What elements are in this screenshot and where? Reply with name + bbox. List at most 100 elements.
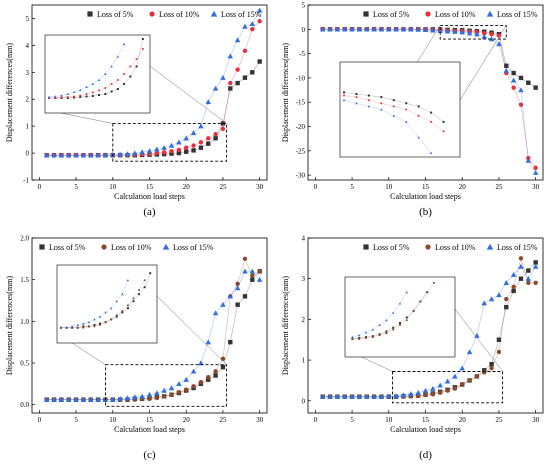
x-tick-label: 20 xyxy=(183,183,191,191)
inset-series-line xyxy=(352,292,428,340)
data-point xyxy=(422,387,429,393)
inset-data-point xyxy=(121,311,124,314)
data-point xyxy=(65,396,72,402)
y-tick-label: 0.0 xyxy=(20,401,29,409)
inset-series-line xyxy=(49,38,144,99)
inset-data-point xyxy=(104,321,107,324)
data-point xyxy=(154,146,160,152)
inset-data-point xyxy=(385,332,388,335)
data-point xyxy=(504,304,509,310)
inset-data-point xyxy=(351,335,354,339)
inset-data-point xyxy=(79,88,82,91)
data-point xyxy=(220,74,226,80)
inset-data-point xyxy=(98,315,102,318)
legend-marker xyxy=(149,11,155,17)
data-point xyxy=(58,396,65,402)
y-tick-label: -10 xyxy=(296,74,306,82)
inset-data-point xyxy=(116,88,119,90)
y-tick-label: 3 xyxy=(26,69,30,77)
inset-data-point xyxy=(367,94,370,97)
data-point xyxy=(518,263,524,269)
inset-data-point xyxy=(367,99,370,102)
data-point xyxy=(132,394,138,400)
legend-label: Loss of 10% xyxy=(435,10,476,19)
data-point xyxy=(466,349,473,355)
inset-data-point xyxy=(121,292,124,296)
legend-marker xyxy=(162,243,170,250)
inset-data-point xyxy=(87,325,90,328)
x-tick-label: 10 xyxy=(109,416,117,424)
data-point xyxy=(169,392,174,397)
data-point xyxy=(191,148,196,153)
data-point xyxy=(250,70,255,75)
legend-marker xyxy=(363,244,369,250)
inset-data-point xyxy=(99,322,102,325)
y-tick-label: -20 xyxy=(296,123,306,131)
data-point xyxy=(43,152,50,158)
data-point xyxy=(393,393,399,399)
y-tick-label: 3 xyxy=(302,275,306,283)
data-point xyxy=(139,393,145,399)
data-point xyxy=(503,280,510,285)
data-point xyxy=(257,269,262,274)
inset-data-point xyxy=(378,323,381,326)
x-tick-label: 15 xyxy=(146,183,154,191)
inset-data-point xyxy=(129,75,132,78)
data-point xyxy=(415,26,421,32)
inset-series-line xyxy=(343,99,432,154)
y-tick-label: -1 xyxy=(23,177,29,185)
data-point xyxy=(110,396,116,402)
inset-data-point xyxy=(93,325,96,328)
inset-data-point xyxy=(93,318,96,321)
zoom-region xyxy=(104,364,228,407)
data-point xyxy=(228,339,233,345)
data-point xyxy=(228,80,233,86)
inset-data-point xyxy=(70,325,74,328)
inset-data-point xyxy=(351,337,354,340)
data-point xyxy=(51,152,57,158)
zoom-connector xyxy=(361,356,393,372)
inset-data-point xyxy=(380,96,383,99)
data-point xyxy=(482,30,487,36)
data-point xyxy=(400,26,407,32)
inset-data-point xyxy=(85,95,88,98)
x-tick-label: 30 xyxy=(256,183,264,191)
y-tick-label: 1.0 xyxy=(20,318,29,326)
data-point xyxy=(184,387,189,392)
inset-data-point xyxy=(141,48,144,50)
x-tick-label: 30 xyxy=(532,416,540,424)
y-tick-label: 5 xyxy=(26,15,30,23)
inset-data-point xyxy=(380,108,383,111)
data-point xyxy=(334,26,341,32)
inset-series-line xyxy=(61,280,145,329)
inset-data-point xyxy=(126,304,129,307)
inset-data-point xyxy=(412,309,415,312)
data-point xyxy=(213,136,218,141)
x-tick-label: 5 xyxy=(74,183,78,191)
inset-data-point xyxy=(85,85,88,88)
data-point xyxy=(168,385,175,391)
x-tick-label: 10 xyxy=(385,416,393,424)
data-point xyxy=(319,26,326,32)
zoom-connector xyxy=(71,342,106,365)
inset-data-point xyxy=(429,151,433,154)
data-point xyxy=(205,339,211,345)
x-axis-label: Calculation load steps xyxy=(390,192,461,201)
y-tick-label: -30 xyxy=(296,172,306,180)
data-point xyxy=(198,360,204,366)
data-point xyxy=(356,26,363,32)
data-point xyxy=(423,392,428,398)
data-point xyxy=(504,63,509,68)
data-point xyxy=(220,364,226,370)
legend-label: Loss of 15% xyxy=(497,243,538,252)
data-point xyxy=(415,389,421,395)
zoom-connector xyxy=(156,296,227,365)
data-point xyxy=(437,390,443,395)
inset-data-point xyxy=(364,331,368,334)
zoom-connector xyxy=(60,112,113,124)
inset-data-point xyxy=(371,328,375,331)
data-point xyxy=(169,148,174,154)
data-point xyxy=(371,393,377,399)
data-point xyxy=(235,80,240,86)
inset-data-point xyxy=(135,65,138,68)
